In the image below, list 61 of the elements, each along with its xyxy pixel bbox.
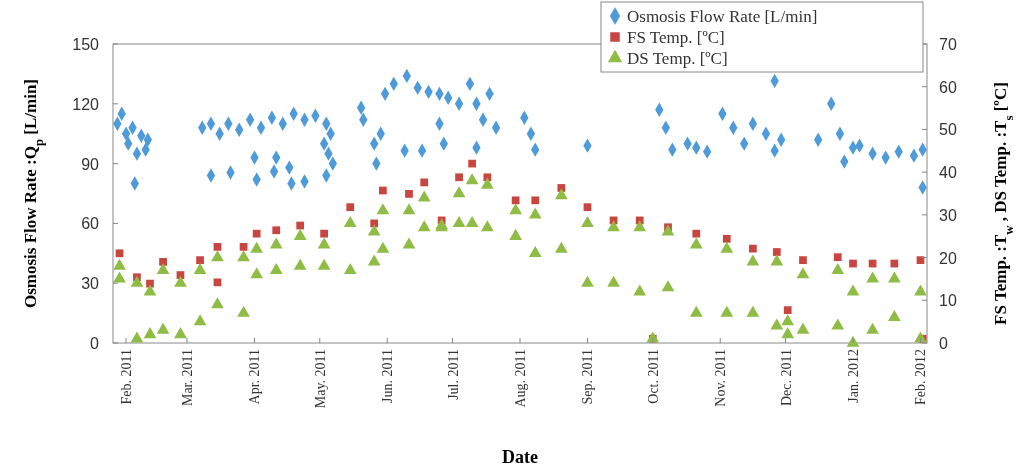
point	[296, 221, 305, 230]
point	[772, 248, 781, 256]
y2-tick-label: 60	[939, 78, 957, 96]
point	[583, 203, 592, 212]
point	[468, 159, 476, 168]
point	[692, 229, 701, 238]
point	[783, 306, 792, 314]
x-axis-title: Date	[502, 447, 538, 467]
point	[722, 234, 731, 243]
point	[405, 190, 413, 198]
legend-label: DS Temp. [ºC]	[627, 49, 728, 68]
y-tick-label: 150	[72, 36, 100, 53]
point	[239, 243, 248, 251]
point	[346, 203, 355, 212]
x-tick-label: Sep. 2011	[580, 349, 596, 405]
point	[420, 178, 429, 187]
x-tick-label: Feb. 2012	[913, 349, 929, 405]
point	[916, 256, 925, 265]
x-tick-label: May. 2011	[312, 349, 328, 409]
point	[213, 278, 222, 287]
legend-label: FS Temp. [ºC]	[627, 28, 725, 47]
y-tick-label: 60	[81, 215, 100, 233]
x-tick-label: Apr. 2011	[247, 349, 263, 405]
y2-tick-label: 20	[939, 249, 957, 267]
point	[159, 257, 167, 266]
y2-tick-label: 70	[939, 36, 957, 53]
point	[213, 243, 222, 251]
point	[511, 196, 520, 205]
x-tick-label: Nov. 2011	[713, 349, 729, 407]
y2-tick-label: 40	[939, 164, 957, 182]
x-tick-label: Oct. 2011	[645, 349, 661, 404]
point	[531, 196, 540, 205]
x-tick-label: Aug. 2011	[513, 349, 528, 408]
point	[320, 229, 328, 238]
point	[196, 256, 204, 265]
legend-label: Osmosis Flow Rate [L/min]	[627, 7, 818, 26]
x-tick-label: Jun. 2011	[380, 349, 396, 403]
point	[849, 259, 857, 268]
point	[115, 249, 124, 258]
point	[833, 253, 842, 262]
point	[272, 226, 281, 235]
x-tick-label: Dec. 2011	[778, 349, 794, 407]
y-tick-label: 90	[81, 155, 100, 173]
point	[749, 244, 757, 253]
point	[455, 173, 463, 182]
x-tick-label: Jul. 2011	[445, 349, 461, 400]
y-tick-label: 30	[81, 275, 100, 293]
x-tick-label: Jan. 2012	[846, 349, 861, 403]
point	[379, 186, 387, 195]
point	[799, 256, 807, 265]
point	[252, 229, 261, 238]
y2-tick-label: 30	[939, 206, 957, 224]
x-tick-label: Feb. 2011	[119, 349, 135, 405]
point	[483, 173, 492, 182]
y2-tick-label: 50	[939, 121, 957, 139]
y-tick-label: 120	[72, 95, 100, 113]
y2-tick-label: 0	[939, 335, 948, 352]
y2-tick-label: 10	[939, 292, 957, 310]
point	[890, 259, 899, 268]
y-tick-label: 0	[90, 335, 100, 352]
x-tick-label: Mar. 2011	[180, 349, 195, 407]
